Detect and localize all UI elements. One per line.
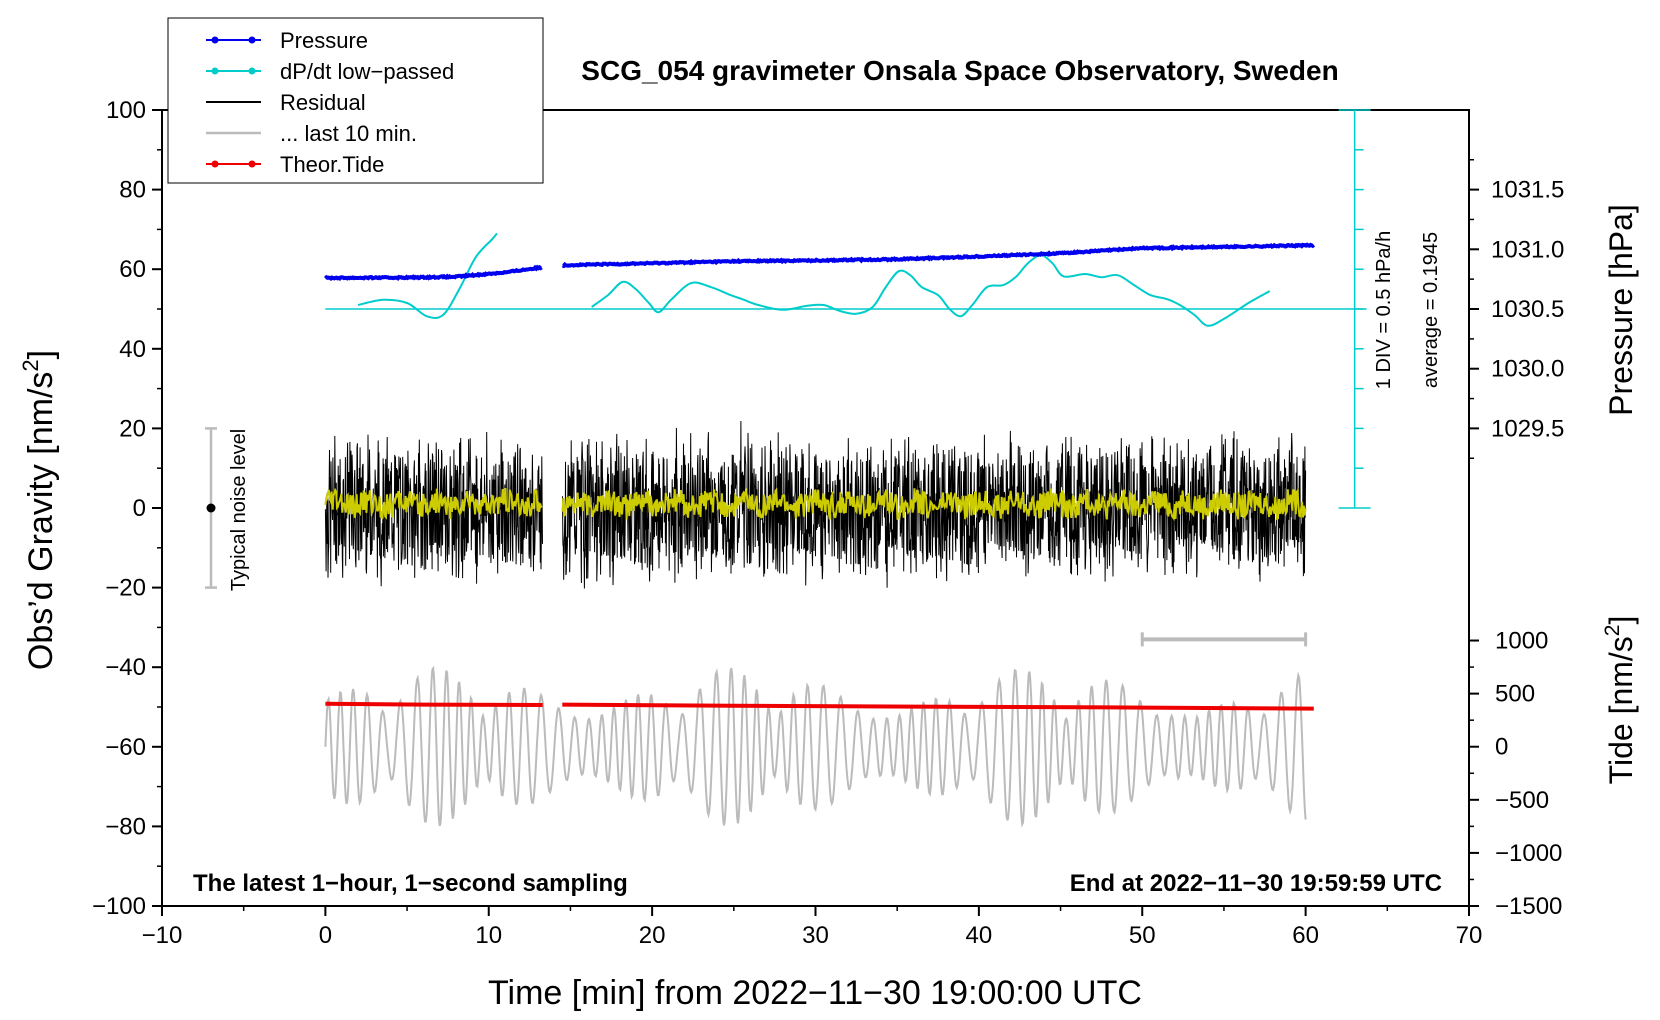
residual-smoothed-line [324, 487, 1307, 522]
legend-label: Theor.Tide [280, 152, 384, 177]
annotation-dpdt-scale: 1 DIV = 0.5 hPa/h [1373, 231, 1395, 389]
y-tick-label: −40 [105, 654, 146, 681]
y-axis-tide: 1000 500 0 −500 −1000 −1500 [1469, 628, 1562, 920]
pressure-tick-label: 1029.5 [1491, 415, 1564, 442]
y-axis-left-label: Obs’d Gravity [nm/s2] [18, 350, 60, 670]
annotation-dpdt-average: average = 0.1945 [1420, 232, 1442, 388]
pressure-tick-label: 1030.0 [1491, 356, 1564, 383]
annotation-noise-level: Typical noise level [228, 429, 250, 591]
legend-marker [248, 160, 256, 168]
dpdt-line [591, 254, 1271, 327]
y-axis-pressure-label: Pressure [hPa] [1603, 204, 1639, 416]
legend-label: Pressure [280, 28, 368, 53]
y-tick-label: 80 [119, 177, 146, 204]
y-axis-left: 100 80 60 40 20 0 −20 −40 −60 −80 −100 [92, 97, 162, 920]
y-axis-pressure: 1031.5 1031.0 1030.5 1030.0 1029.5 [1469, 159, 1564, 459]
x-tick-label: 0 [319, 922, 332, 949]
y-tick-label: 40 [119, 336, 146, 363]
pressure-tick-label: 1030.5 [1491, 296, 1564, 323]
tide-tick-label: −1500 [1495, 893, 1562, 920]
legend-marker [248, 36, 256, 44]
pressure-tick-label: 1031.5 [1491, 177, 1564, 204]
x-axis: −10 0 10 20 30 40 50 60 70 [142, 906, 1483, 949]
legend-label: dP/dt low−passed [280, 59, 454, 84]
dpdt-line [357, 232, 498, 320]
x-tick-label: 30 [802, 922, 829, 949]
tide-tick-label: −1000 [1495, 840, 1562, 867]
x-tick-label: 50 [1129, 922, 1156, 949]
pressure-line [323, 242, 1316, 281]
y-axis-tide-label: Tide [nm/s2] [1601, 616, 1639, 785]
x-axis-label: Time [min] from 2022−11−30 19:00:00 UTC [488, 974, 1142, 1012]
pressure-tick-label: 1031.0 [1491, 236, 1564, 263]
x-tick-label: 60 [1292, 922, 1319, 949]
series-layer [323, 232, 1367, 828]
y-tick-label: 100 [106, 97, 146, 124]
y-tick-label: −60 [105, 734, 146, 761]
legend-label: ... last 10 min. [280, 121, 417, 146]
legend-marker [211, 160, 219, 168]
noise-bar-center-dot [206, 503, 216, 513]
x-tick-label: 70 [1456, 922, 1483, 949]
x-tick-label: 40 [966, 922, 993, 949]
annotation-sampling: The latest 1−hour, 1−second sampling [193, 870, 628, 897]
theoretical-tide-line [325, 701, 1314, 711]
chart-title: SCG_054 gravimeter Onsala Space Observat… [581, 55, 1338, 86]
overlay-layer [205, 109, 1371, 647]
tide-tick-label: −500 [1495, 787, 1549, 814]
legend-marker [211, 67, 219, 75]
annotation-end-time: End at 2022−11−30 19:59:59 UTC [1070, 870, 1442, 897]
legend-marker [211, 36, 219, 44]
y-tick-label: −80 [105, 813, 146, 840]
legend-box [167, 17, 544, 184]
last-10-min-line [324, 665, 1307, 828]
x-tick-label: 20 [639, 922, 666, 949]
legend-label: Residual [280, 90, 366, 115]
legend-marker [248, 67, 256, 75]
y-tick-label: −100 [92, 893, 146, 920]
tide-tick-label: 500 [1495, 681, 1535, 708]
legend: Pressure dP/dt low−passed Residual ... last… [167, 17, 544, 184]
tide-tick-label: 1000 [1495, 628, 1548, 655]
y-tick-label: 0 [133, 495, 146, 522]
y-tick-label: −20 [105, 575, 146, 602]
y-tick-label: 60 [119, 256, 146, 283]
x-tick-label: −10 [142, 922, 183, 949]
x-tick-label: 10 [475, 922, 502, 949]
y-tick-label: 20 [119, 415, 146, 442]
tide-tick-label: 0 [1495, 734, 1508, 761]
